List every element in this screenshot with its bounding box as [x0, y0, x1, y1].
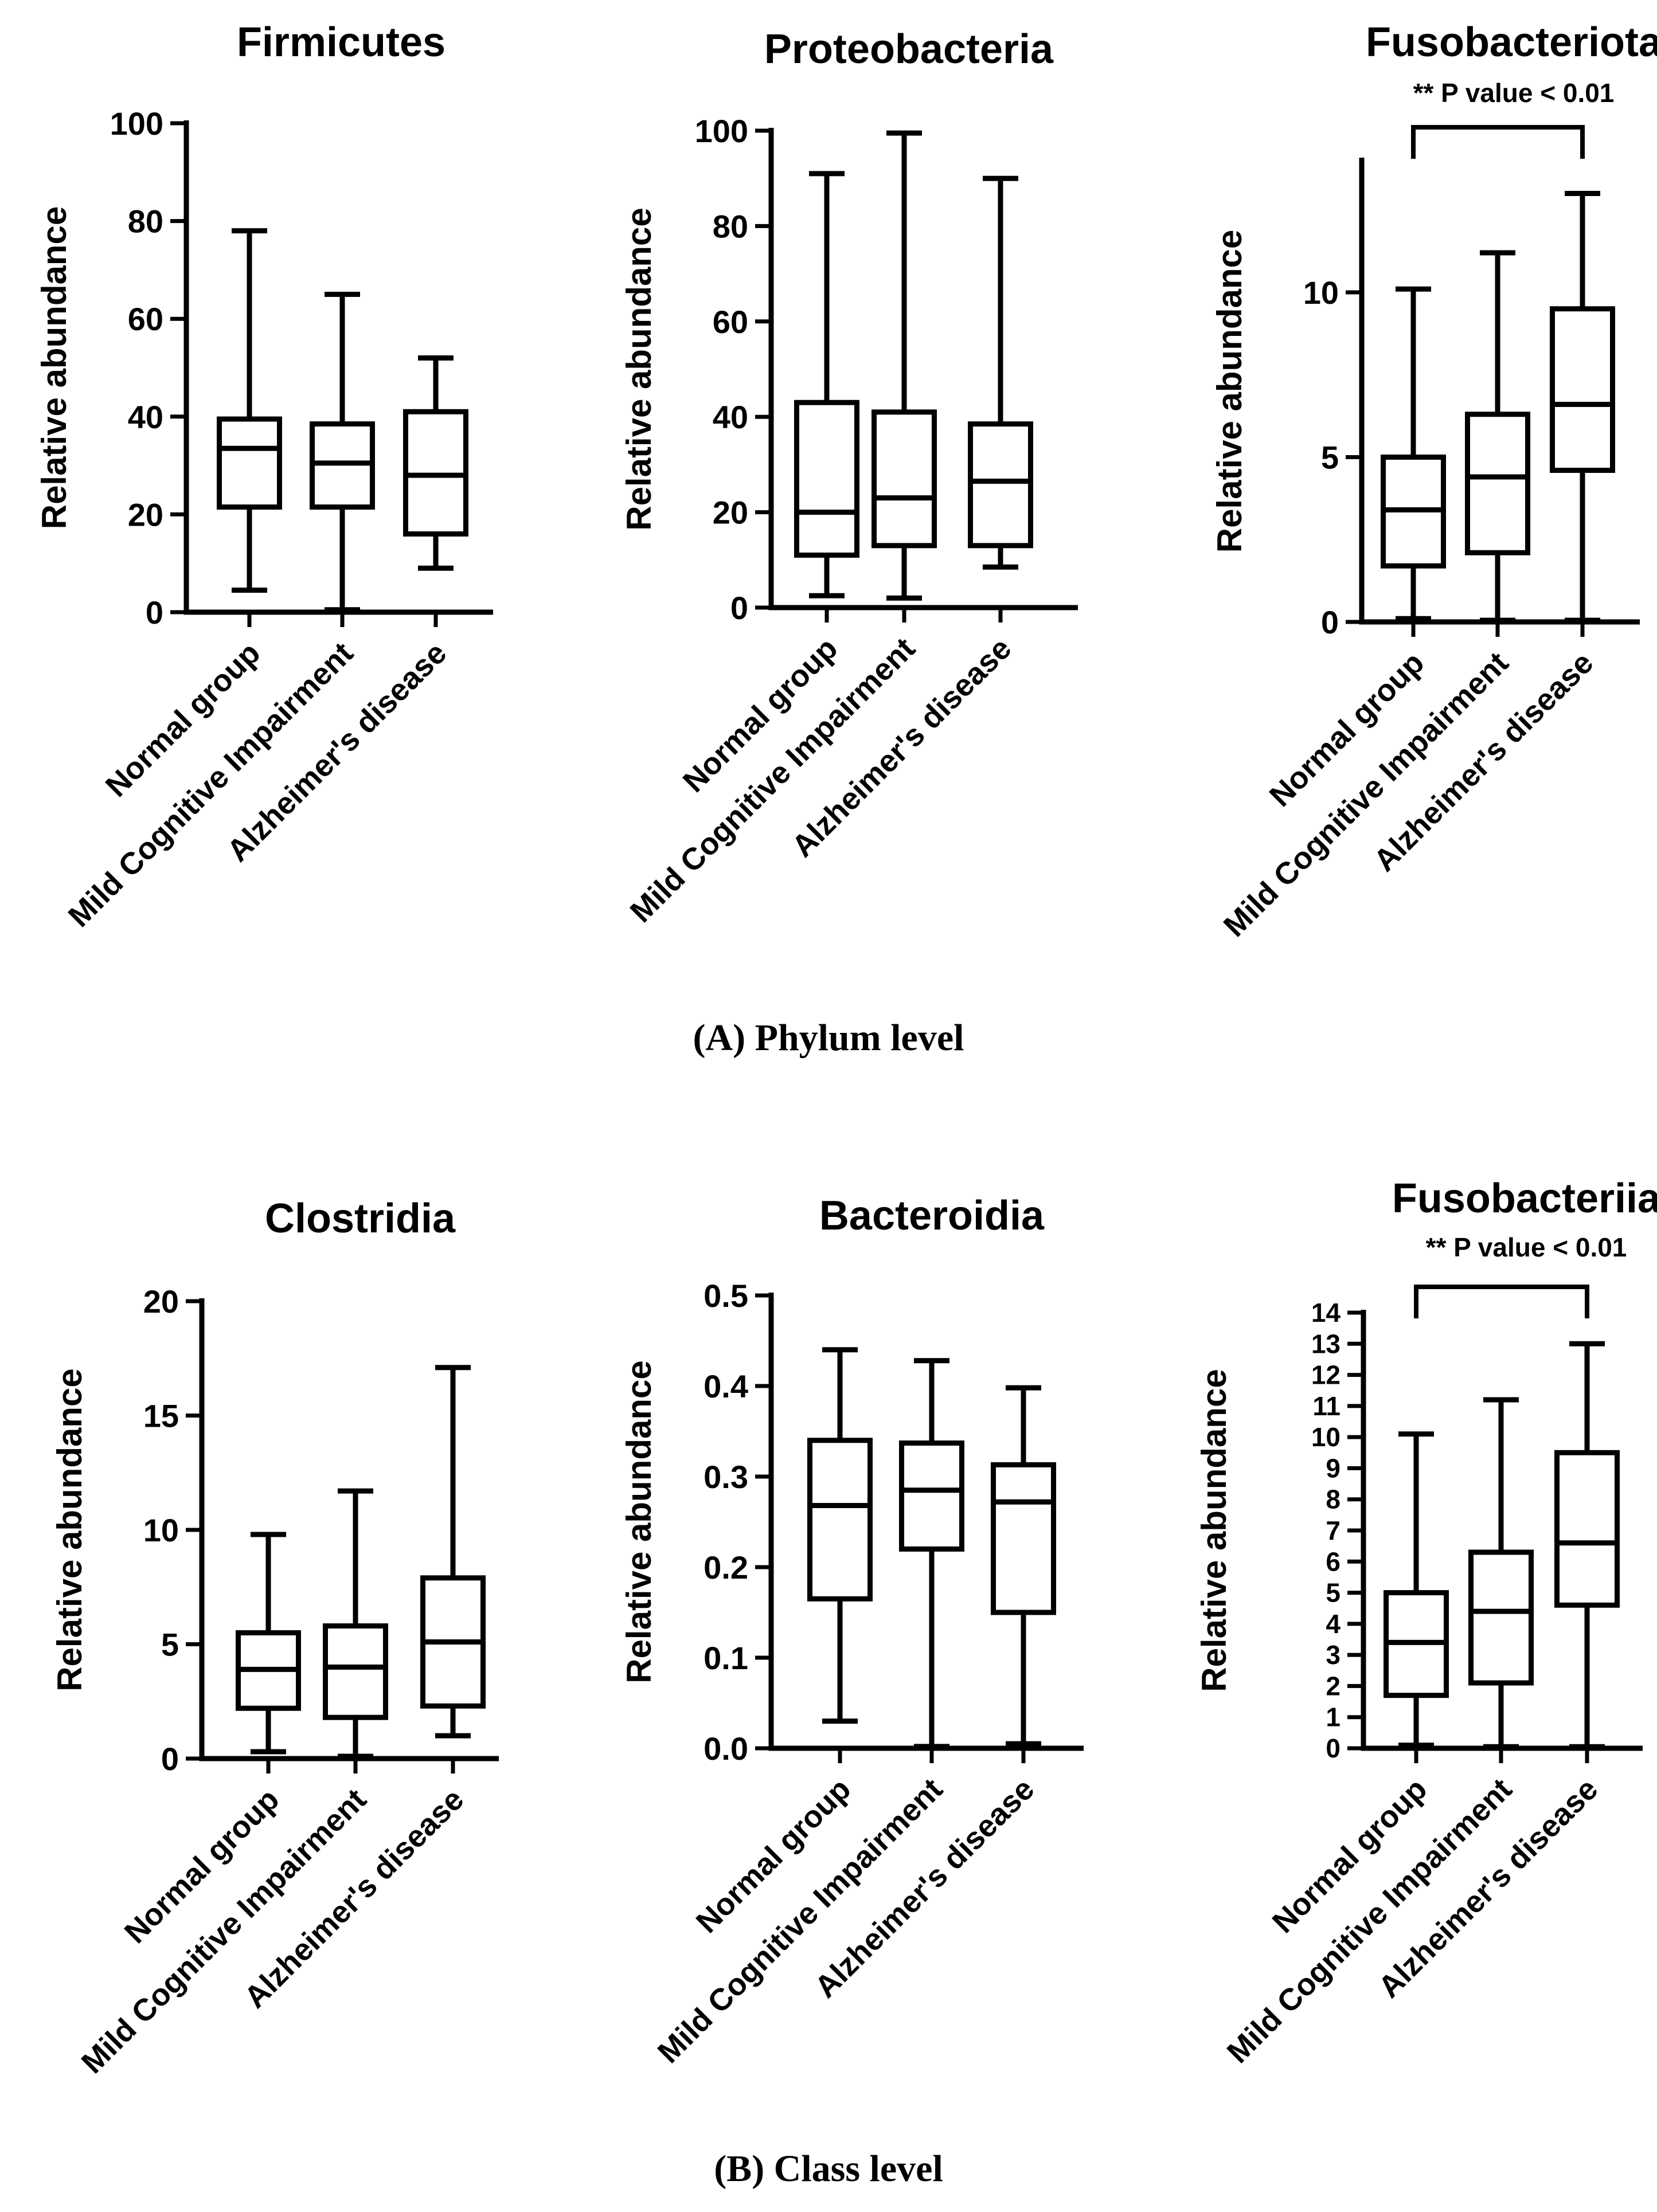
y-tick-label: 40	[128, 399, 163, 435]
y-tick-label: 9	[1326, 1453, 1341, 1483]
chart-panel-proteobacteria: Proteobacteria 0 20 40 60 80 100 Relative abund…	[620, 26, 1078, 929]
section-label-phylum: (A) Phylum level	[693, 1017, 964, 1059]
category-label: Normal group	[1263, 645, 1431, 813]
y-tick-label: 7	[1326, 1516, 1341, 1545]
chart-panel-clostridia: Clostridia 0 5 10 15 20 Relative abundance Norm…	[50, 1196, 499, 2080]
chart-title: Fusobacteriota	[1366, 19, 1657, 65]
y-tick-label: 0.1	[704, 1640, 748, 1676]
chart-title: Firmicutes	[237, 19, 445, 65]
y-tick-label: 40	[713, 399, 748, 435]
y-tick-label: 80	[713, 208, 748, 244]
y-tick-label: 1	[1326, 1702, 1341, 1732]
box-mild-cognitive-impairment: Mild Cognitive Impairment	[651, 1358, 964, 2070]
chart-title: Clostridia	[265, 1196, 456, 1242]
y-tick-label: 8	[1326, 1485, 1341, 1514]
category-label: Normal group	[118, 1782, 286, 1950]
y-axis-label: Relative abundance	[1210, 230, 1249, 553]
y-tick-label: 0	[161, 1741, 179, 1777]
chart-panel-fusobacteriota: Fusobacteriota ** P value < 0.01 0 5 10 Relat…	[1210, 19, 1657, 943]
y-tick-label: 10	[1311, 1422, 1341, 1452]
y-tick-label: 11	[1312, 1391, 1341, 1421]
y-tick-label: 14	[1311, 1298, 1341, 1328]
category-label: Normal group	[1266, 1772, 1434, 1940]
y-tick-label: 0.0	[704, 1731, 748, 1767]
y-tick-label: 5	[1326, 1578, 1341, 1608]
iqr-box	[991, 1462, 1056, 1615]
y-axis-label: Relative abundance	[1195, 1369, 1233, 1692]
iqr-box	[323, 1623, 388, 1720]
box-normal-group: Normal group	[99, 228, 282, 804]
y-tick-label: 5	[161, 1627, 179, 1663]
category-label: Normal group	[99, 636, 267, 804]
iqr-box	[872, 409, 937, 549]
y-tick-label: 13	[1311, 1329, 1341, 1358]
y-axis-label: Relative abundance	[620, 208, 658, 531]
p-value-annotation: ** P value < 0.01	[1426, 1232, 1627, 1262]
y-tick-label: 100	[695, 113, 748, 149]
significance-bracket	[1414, 1285, 1589, 1318]
chart-title: Proteobacteria	[764, 26, 1054, 72]
chart-title: Bacteroidia	[819, 1193, 1045, 1239]
y-tick-label: 3	[1326, 1640, 1341, 1670]
y-tick-label: 6	[1326, 1547, 1341, 1576]
y-tick-label: 12	[1311, 1360, 1341, 1390]
iqr-box	[1550, 306, 1615, 473]
chart-title: Fusobacteriia	[1392, 1176, 1657, 1222]
y-tick-label: 0.3	[704, 1459, 748, 1495]
box-mild-cognitive-impairment: Mild Cognitive Impairment	[1217, 250, 1530, 943]
chart-panel-firmicutes: Firmicutes 0 20 40 60 80 100 Relative abundance…	[35, 19, 493, 934]
iqr-box	[1465, 412, 1530, 555]
iqr-box	[968, 421, 1033, 549]
y-tick-label: 10	[1303, 275, 1339, 311]
category-label: Normal group	[690, 1772, 858, 1940]
y-tick-label: 0	[1326, 1733, 1341, 1763]
y-tick-label: 0.5	[704, 1278, 748, 1314]
chart-panel-bacteroidia: Bacteroidia 0.0 0.1 0.2 0.3 0.4 0.5 Relative ab…	[620, 1193, 1084, 2070]
y-tick-label: 20	[713, 495, 748, 531]
y-tick-label: 0	[146, 594, 163, 631]
iqr-box	[217, 416, 282, 510]
y-tick-label: 5	[1321, 440, 1339, 476]
box-mild-cognitive-impairment: Mild Cognitive Impairment	[624, 130, 937, 929]
y-tick-label: 0	[1321, 604, 1339, 640]
iqr-box	[794, 400, 859, 558]
y-tick-label: 20	[143, 1283, 179, 1320]
box-mild-cognitive-impairment: Mild Cognitive Impairment	[75, 1488, 388, 2080]
iqr-box	[1468, 1549, 1534, 1686]
y-tick-label: 0.2	[704, 1549, 748, 1585]
y-tick-label: 4	[1326, 1609, 1341, 1639]
iqr-box	[807, 1438, 873, 1602]
y-tick-label: 20	[128, 496, 163, 533]
iqr-box	[1554, 1450, 1620, 1608]
y-tick-label: 80	[128, 203, 163, 240]
significance-bracket	[1411, 125, 1585, 159]
y-tick-label: 2	[1326, 1671, 1341, 1701]
section-label-class: (B) Class level	[714, 2148, 943, 2190]
y-tick-label: 100	[110, 105, 163, 142]
y-tick-label: 60	[128, 301, 163, 337]
chart-panel-fusobacteriia: Fusobacteriia** P value < 0.010123456789…	[1195, 1176, 1657, 2070]
p-value-annotation: ** P value < 0.01	[1413, 78, 1615, 108]
y-axis-label: Relative abundance	[35, 206, 73, 530]
y-tick-label: 15	[143, 1398, 179, 1434]
box-mild-cognitive-impairment: Mild Cognitive Impairment	[1221, 1397, 1534, 2070]
y-axis-label: Relative abundance	[620, 1360, 658, 1684]
y-tick-label: 60	[713, 304, 748, 340]
y-tick-label: 0.4	[704, 1368, 748, 1404]
y-tick-label: 10	[143, 1512, 179, 1548]
iqr-box	[899, 1440, 964, 1552]
y-axis-label: Relative abundance	[50, 1368, 89, 1692]
y-tick-label: 0	[730, 590, 748, 626]
